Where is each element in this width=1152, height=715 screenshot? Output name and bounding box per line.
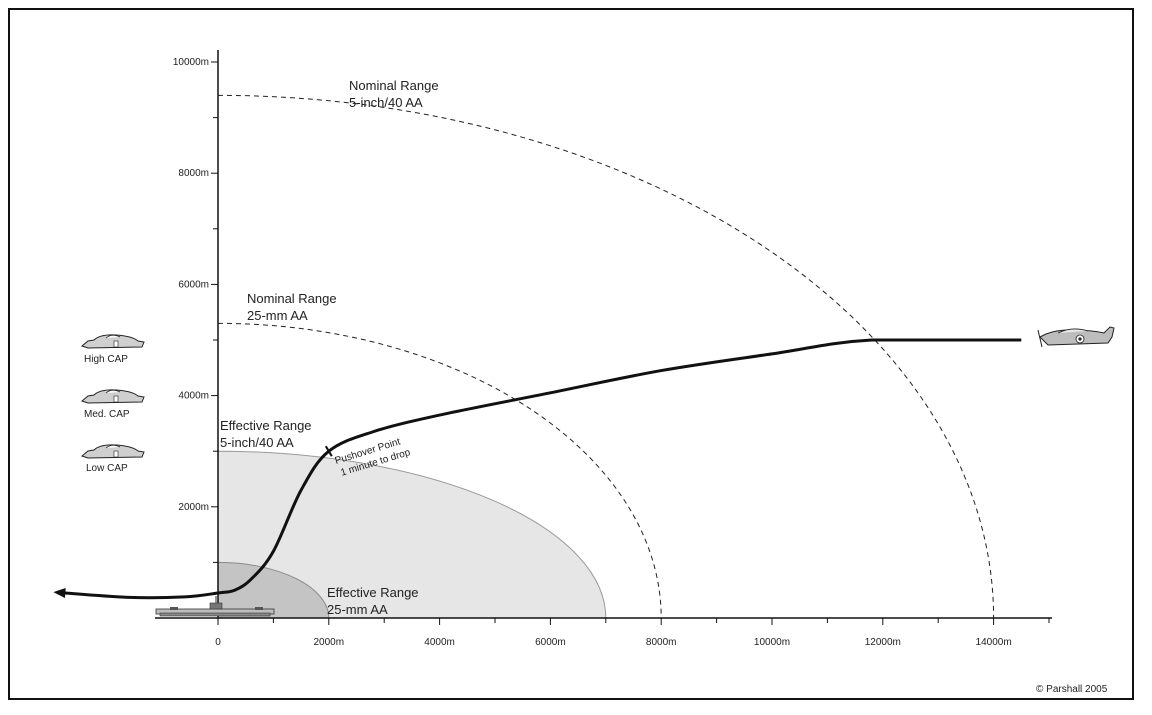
x-tick-label: 0: [215, 637, 221, 648]
effective-5inch-label-line1: Effective Range: [220, 418, 312, 433]
y-tick-label: 2000m: [178, 502, 209, 513]
x-tick-label: 2000m: [314, 637, 345, 648]
axes: 0 2000m 4000m 6000m 8000m 10000m 12000m 14000m 2…: [155, 50, 1052, 648]
effective-25mm-label-line2: 25-mm AA: [327, 602, 388, 617]
dive-bomber-icon: [1037, 326, 1115, 348]
aa-range-diagram: 0 2000m 4000m 6000m 8000m 10000m 12000m 14000m 2…: [53, 50, 1115, 695]
x-tick-label: 8000m: [646, 637, 677, 648]
high-cap-fighter-icon: [80, 334, 145, 349]
pushover-point-marker: [324, 445, 333, 457]
nominal-25mm-label-line1: Nominal Range: [247, 291, 337, 306]
nominal-25mm-label-line2: 25-mm AA: [247, 308, 308, 323]
med-cap-label: Med. CAP: [84, 409, 130, 420]
x-tick-label: 10000m: [754, 637, 790, 648]
effective-range-5inch-zone: [217, 450, 607, 619]
nominal-5inch-label-line2: 5-inch/40 AA: [349, 95, 423, 110]
effective-range-25mm-zone: [217, 561, 330, 619]
low-cap-fighter-icon: [80, 444, 145, 459]
y-tick-label: 6000m: [178, 279, 209, 290]
copyright-credit: © Parshall 2005: [1036, 684, 1108, 695]
nominal-5inch-label-line1: Nominal Range: [349, 78, 439, 93]
attack-path-arrowhead: [53, 587, 66, 598]
x-tick-label: 4000m: [424, 637, 455, 648]
x-tick-label: 12000m: [865, 637, 901, 648]
med-cap-fighter-icon: [80, 389, 145, 404]
y-tick-label: 8000m: [178, 168, 209, 179]
low-cap-label: Low CAP: [86, 463, 128, 474]
nominal-range-25mm-arc: [217, 322, 662, 619]
high-cap-label: High CAP: [84, 354, 128, 365]
x-tick-label: 6000m: [535, 637, 566, 648]
effective-25mm-label-line1: Effective Range: [327, 585, 419, 600]
diagram-frame: 0 2000m 4000m 6000m 8000m 10000m 12000m 14000m 2…: [8, 8, 1134, 700]
effective-5inch-label-line2: 5-inch/40 AA: [220, 435, 294, 450]
y-tick-label: 4000m: [178, 391, 209, 402]
carrier-ship-icon: [155, 596, 275, 617]
y-tick-label: 10000m: [173, 57, 209, 68]
nominal-range-5inch-arc: [217, 94, 995, 619]
x-tick-label: 14000m: [976, 637, 1012, 648]
dive-bomber-attack-path: [57, 338, 1022, 600]
